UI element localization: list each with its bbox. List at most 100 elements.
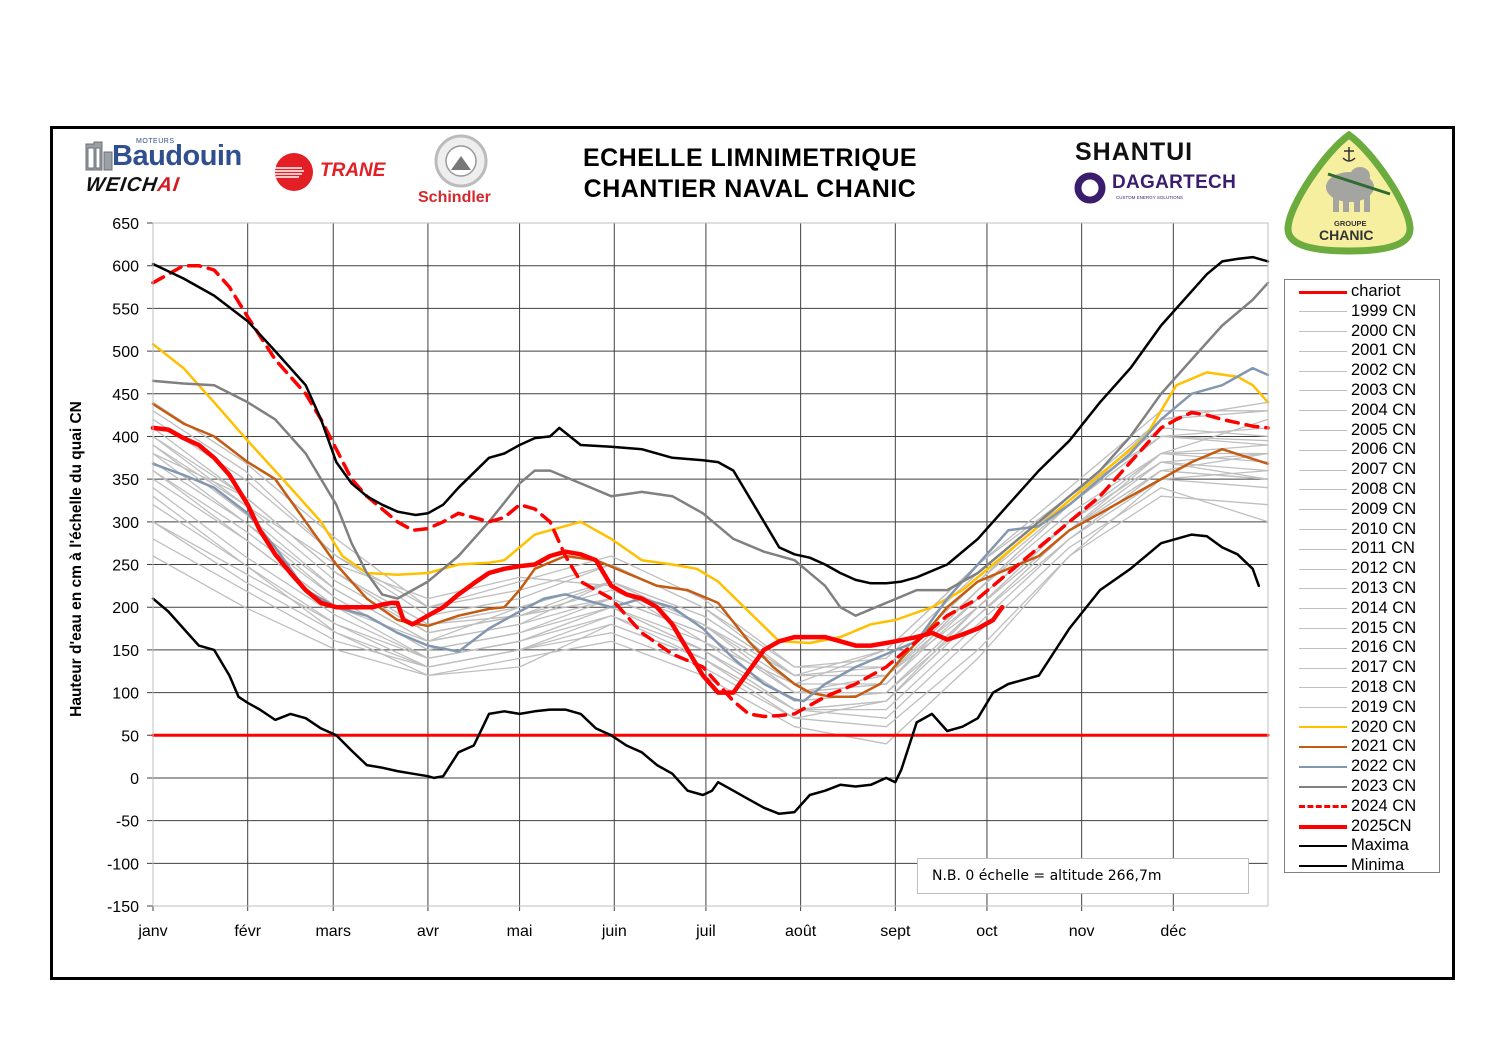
legend-label: chariot [1351, 282, 1401, 300]
legend-swatch [1299, 726, 1347, 729]
legend-swatch [1299, 489, 1347, 491]
legend-item: 2006 CN [1285, 440, 1439, 460]
legend-item: 2021 CN [1285, 737, 1439, 757]
y-tick-label: 0 [130, 771, 139, 788]
y-tick-label: 200 [112, 600, 139, 617]
legend-label: 1999 CN [1351, 301, 1417, 320]
legend-item: 2003 CN [1285, 381, 1439, 401]
x-tick-label: nov [1069, 923, 1095, 940]
legend-item: 2011 CN [1285, 539, 1439, 559]
legend-label: 2000 CN [1351, 321, 1417, 340]
legend-item: 2015 CN [1285, 619, 1439, 639]
shantui-name: SHANTUI [1075, 138, 1194, 166]
schindler-emblem-icon [434, 134, 488, 188]
legend-swatch [1299, 707, 1347, 709]
chanic-groupe-text: GROUPE [1334, 219, 1367, 228]
y-axis-ticks: 650600550500450400350300250200150100500-… [107, 216, 139, 916]
y-tick-label: 400 [112, 429, 139, 446]
y-tick-label: 600 [112, 259, 139, 276]
x-tick-label: sept [880, 923, 911, 940]
legend-swatch [1299, 608, 1347, 610]
legend-label: Maxima [1351, 836, 1409, 855]
x-tick-label: févr [234, 923, 261, 940]
legend-label: 2011 CN [1351, 539, 1415, 558]
x-tick-label: juin [601, 923, 627, 940]
legend-label: 2014 CN [1351, 598, 1417, 617]
y-tick-label: 550 [112, 301, 139, 318]
legend-item: 2005 CN [1285, 421, 1439, 441]
legend-item: Minima [1285, 856, 1439, 876]
legend-label: 2001 CN [1351, 341, 1417, 360]
baudouin-name: Baudouin [112, 140, 242, 172]
legend-item: 2001 CN [1285, 341, 1439, 361]
legend-item: 2008 CN [1285, 480, 1439, 500]
y-tick-label: 100 [112, 686, 139, 703]
legend-swatch [1299, 449, 1347, 451]
y-tick-label: 50 [121, 728, 139, 745]
legend-item: 2000 CN [1285, 322, 1439, 342]
series-line-maxima [151, 255, 1270, 585]
y-tick-label: -100 [107, 856, 139, 873]
y-tick-label: 650 [112, 216, 139, 233]
legend-item: 2002 CN [1285, 361, 1439, 381]
legend-swatch [1299, 845, 1347, 848]
legend-item: 2018 CN [1285, 678, 1439, 698]
legend-label: 2020 CN [1351, 717, 1417, 736]
legend-swatch [1299, 588, 1347, 590]
legend-label: 2005 CN [1351, 420, 1417, 439]
baudouin-small-text: MOTEURS [136, 138, 175, 145]
dagartech-logo: DAGARTECH CUSTOM ENERGY SOLUTIONS [1074, 170, 1236, 206]
legend-label: 2013 CN [1351, 579, 1417, 597]
x-tick-label: mars [315, 923, 351, 940]
title-line-1: ECHELLE LIMNIMETRIQUE [582, 144, 918, 172]
groupe-chanic-logo: GROUPE CHANIC [1282, 131, 1416, 255]
y-tick-label: -50 [116, 814, 139, 831]
legend-label: 2021 CN [1351, 737, 1417, 756]
y-tick-label: 300 [112, 515, 139, 532]
baudouin-logo: MOTEURS Baudouin [84, 138, 259, 174]
legend-label: 2006 CN [1351, 440, 1417, 459]
legend-swatch [1299, 765, 1347, 768]
series-lines [150, 255, 1270, 816]
legend-label: 2019 CN [1351, 697, 1417, 716]
chart-frame [50, 126, 1455, 980]
legend-item: chariot [1285, 282, 1439, 302]
schindler-logo: Schindler [414, 134, 509, 208]
legend-swatch [1299, 548, 1347, 550]
legend-item: 2004 CN [1285, 401, 1439, 421]
legend-label: 2004 CN [1351, 400, 1417, 419]
legend-item: 1999 CN [1285, 302, 1439, 322]
legend-item: 2010 CN [1285, 520, 1439, 540]
legend-swatch [1299, 785, 1347, 788]
chart-legend: chariot 1999 CN 2000 CN 2001 CN 2002 CN 2003 … [1284, 279, 1440, 876]
legend-label: 2003 CN [1351, 381, 1417, 399]
series-line-2017-cn [152, 452, 1269, 694]
legend-swatch [1299, 528, 1347, 530]
dagartech-ring-icon [1074, 172, 1106, 204]
legend-label: 2016 CN [1351, 638, 1417, 657]
legend-swatch [1299, 647, 1347, 649]
x-tick-label: oct [976, 923, 998, 940]
plot-area-border [152, 222, 1269, 907]
shantui-logo: SHANTUI [1075, 138, 1193, 166]
x-tick-label: déc [1160, 923, 1186, 940]
legend-swatch [1299, 805, 1347, 809]
legend-label: 2002 CN [1351, 361, 1417, 380]
legend-item: 2007 CN [1285, 460, 1439, 480]
trane-logo: TRANE [272, 152, 397, 192]
trane-globe-icon [275, 153, 313, 191]
legend-swatch [1299, 330, 1347, 332]
legend-label: 2010 CN [1351, 519, 1417, 538]
legend-swatch [1299, 864, 1347, 867]
x-tick-label: avr [417, 923, 440, 940]
legend-swatch [1299, 429, 1347, 431]
altitude-note: N.B. 0 échelle = altitude 266,7m [917, 858, 1249, 894]
chanic-shield-icon [1284, 131, 1414, 255]
chart-title: ECHELLE LIMNIMETRIQUE CHANTIER NAVAL CHA… [540, 143, 960, 205]
legend-label: 2012 CN [1351, 559, 1417, 578]
legend-item: 2009 CN [1285, 500, 1439, 520]
dagartech-subtitle: CUSTOM ENERGY SOLUTIONS [1116, 195, 1183, 200]
x-axis-ticks: janv févr mars avr mai juin juil août sept oct nov… [137, 923, 1186, 940]
series-line-2021-cn [151, 402, 1270, 699]
